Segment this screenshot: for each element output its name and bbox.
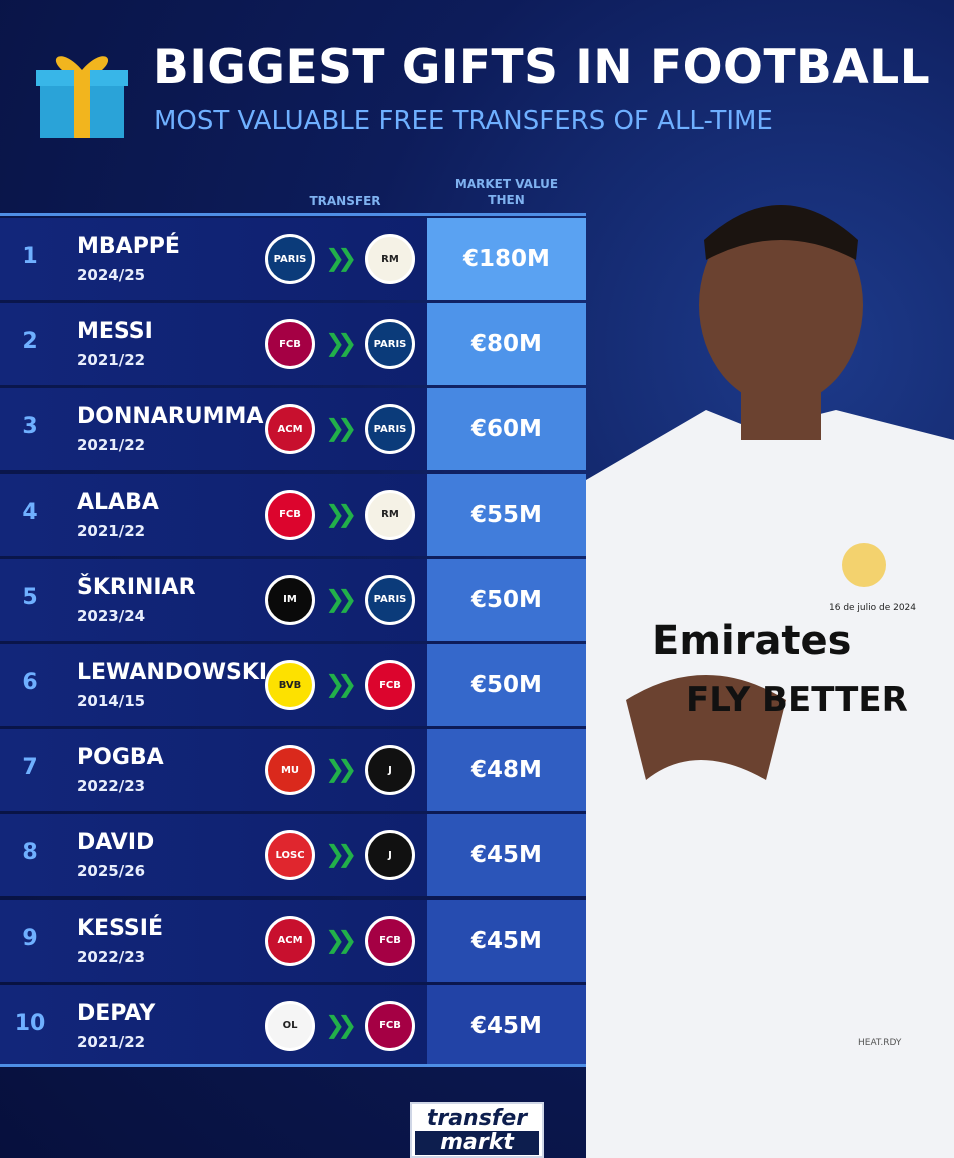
market-value: €45M: [427, 814, 586, 897]
to-club-crest-icon: PARIS: [365, 574, 415, 625]
to-club-crest-icon: FCB: [365, 1000, 415, 1051]
player-name: ŠKRINIAR: [77, 574, 196, 600]
divider: [0, 213, 586, 216]
market-value: €60M: [427, 388, 586, 471]
from-club-crest-icon: LOSC: [265, 830, 315, 881]
from-club-crest-icon: MU: [265, 745, 315, 796]
kit-label: HEAT.RDY: [858, 1038, 902, 1048]
season: 2021/22: [77, 436, 146, 455]
market-value: €80M: [427, 303, 586, 386]
logo-text: markt: [415, 1131, 539, 1155]
player-name: MBAPPÉ: [77, 234, 180, 259]
double-chevron-right-icon: ❯❯: [325, 499, 357, 528]
market-value: €55M: [427, 473, 586, 556]
to-club-crest-icon: RM: [365, 234, 415, 284]
rank: 3: [22, 414, 38, 440]
rank: 5: [22, 584, 38, 610]
gift-box-icon: [36, 56, 128, 138]
player-name: LEWANDOWSKI: [77, 660, 268, 685]
market-value: €45M: [427, 899, 586, 982]
column-header-transfer: TRANSFER: [309, 194, 381, 208]
shirt-sponsor: Emirates: [652, 618, 852, 664]
season: 2014/15: [77, 692, 146, 710]
double-chevron-right-icon: ❯❯: [325, 670, 357, 698]
double-chevron-right-icon: ❯❯: [325, 329, 357, 358]
rank: 6: [22, 670, 38, 695]
double-chevron-right-icon: ❯❯: [325, 584, 357, 613]
season: 2021/22: [77, 351, 146, 370]
market-value: €50M: [427, 644, 586, 726]
season: 2021/22: [77, 521, 146, 540]
player-name: DEPAY: [77, 1000, 156, 1026]
to-club-crest-icon: RM: [365, 489, 415, 540]
rank: 4: [22, 499, 38, 525]
column-header-line: MARKET VALUE: [454, 177, 559, 191]
from-club-crest-icon: IM: [265, 574, 315, 625]
column-header-line: THEN: [488, 193, 525, 207]
from-club-crest-icon: FCB: [265, 319, 315, 370]
to-club-crest-icon: PARIS: [365, 404, 415, 455]
divider: [0, 1064, 586, 1067]
season: 2023/24: [77, 606, 146, 625]
player-name: POGBA: [77, 745, 164, 771]
page-title: BIGGEST GIFTS IN FOOTBALL: [153, 40, 931, 95]
table-row: 7 POGBA 2022/23 MU ❯❯ J €48M: [0, 729, 586, 812]
player-photo: Emirates FLY BETTER 16 de julio de 2024 …: [586, 180, 954, 1158]
player-name: MESSI: [77, 319, 153, 345]
player-name: KESSIÉ: [77, 915, 163, 941]
logo-text: transfer: [426, 1106, 528, 1131]
rank: 1: [22, 244, 38, 269]
rank: 2: [22, 329, 38, 355]
table-row: 4 ALABA 2021/22 FCB ❯❯ RM €55M: [0, 473, 586, 556]
to-club-crest-icon: J: [365, 745, 415, 796]
double-chevron-right-icon: ❯❯: [325, 1010, 357, 1039]
market-value: €45M: [427, 984, 586, 1067]
season: 2022/23: [77, 947, 146, 966]
transfermarkt-logo: transfer markt: [410, 1102, 544, 1158]
column-header-market-value: MARKET VALUE THEN: [427, 176, 586, 208]
market-value: €180M: [427, 218, 586, 300]
to-club-crest-icon: PARIS: [365, 319, 415, 370]
table-row: 6 LEWANDOWSKI 2014/15 BVB ❯❯ FCB €50M: [0, 644, 586, 726]
market-value: €50M: [427, 558, 586, 641]
double-chevron-right-icon: ❯❯: [325, 925, 357, 954]
player-name: DAVID: [77, 830, 155, 856]
table-row: 2 MESSI 2021/22 FCB ❯❯ PARIS €80M: [0, 303, 586, 386]
from-club-crest-icon: ACM: [265, 404, 315, 455]
from-club-crest-icon: FCB: [265, 489, 315, 540]
table-row: 10 DEPAY 2021/22 OL ❯❯ FCB €45M: [0, 984, 586, 1067]
double-chevron-right-icon: ❯❯: [325, 414, 357, 443]
table-row: 9 KESSIÉ 2022/23 ACM ❯❯ FCB €45M: [0, 899, 586, 982]
from-club-crest-icon: PARIS: [265, 234, 315, 284]
season: 2021/22: [77, 1032, 146, 1051]
from-club-crest-icon: BVB: [265, 660, 315, 710]
shirt-sponsor-tagline: FLY BETTER: [686, 680, 908, 720]
player-name: ALABA: [77, 489, 159, 515]
from-club-crest-icon: OL: [265, 1000, 315, 1051]
market-value: €48M: [427, 729, 586, 812]
rank: 7: [22, 755, 38, 781]
table-row: 5 ŠKRINIAR 2023/24 IM ❯❯ PARIS €50M: [0, 558, 586, 641]
table-row: 1 MBAPPÉ 2024/25 PARIS ❯❯ RM €180M: [0, 218, 586, 300]
season: 2022/23: [77, 777, 146, 796]
shirt-date: 16 de julio de 2024: [829, 603, 917, 613]
to-club-crest-icon: FCB: [365, 915, 415, 966]
page-subtitle: MOST VALUABLE FREE TRANSFERS OF ALL-TIME: [154, 106, 773, 136]
to-club-crest-icon: J: [365, 830, 415, 881]
rank: 10: [14, 1010, 46, 1036]
from-club-crest-icon: ACM: [265, 915, 315, 966]
rank: 9: [22, 925, 38, 951]
table-row: 8 DAVID 2025/26 LOSC ❯❯ J €45M: [0, 814, 586, 897]
double-chevron-right-icon: ❯❯: [325, 244, 357, 272]
double-chevron-right-icon: ❯❯: [325, 755, 357, 784]
season: 2024/25: [77, 266, 146, 284]
to-club-crest-icon: FCB: [365, 660, 415, 710]
player-name: DONNARUMMA: [77, 404, 264, 430]
season: 2025/26: [77, 862, 146, 881]
double-chevron-right-icon: ❯❯: [325, 840, 357, 869]
table-row: 3 DONNARUMMA 2021/22 ACM ❯❯ PARIS €60M: [0, 388, 586, 471]
rank: 8: [22, 840, 38, 866]
